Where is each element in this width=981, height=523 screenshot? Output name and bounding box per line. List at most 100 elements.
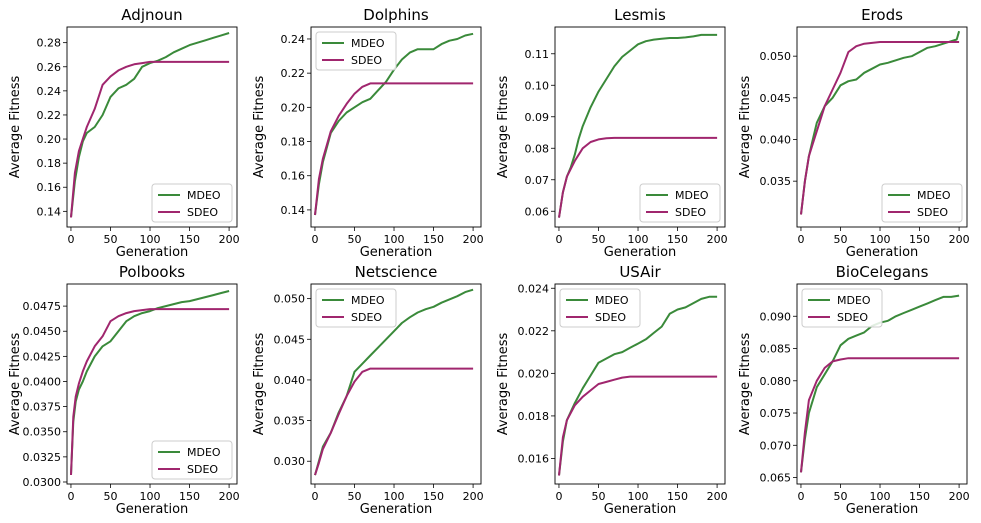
y-tick-label: 0.070 [760,439,792,452]
legend-label-sdeo: SDEO [595,311,626,324]
legend: MDEO SDEO [639,183,721,223]
series-line-sdeo [314,82,474,216]
chart-title: Lesmis [614,6,666,24]
x-tick-label: 100 [870,490,891,503]
y-tick-label: 0.050 [274,293,306,306]
x-tick-label: 50 [103,233,117,246]
x-axis-label: Generation [604,245,677,260]
y-tick-label: 0.16 [281,170,306,183]
chart-title: Dolphins [363,6,429,24]
x-tick-label: 100 [384,490,405,503]
chart-title: Polbooks [119,263,185,281]
x-tick-label: 150 [667,233,688,246]
y-tick-label: 0.022 [518,325,550,338]
legend: MDEO SDEO [559,288,641,328]
series-line-mdeo [800,30,961,215]
x-tick-label: 200 [463,490,484,503]
chart-title: BioCelegans [836,263,929,281]
series-line-sdeo [558,375,718,476]
legend-label-mdeo: MDEO [837,294,871,307]
x-tick-label: 0 [555,233,562,246]
x-tick-label: 100 [628,233,649,246]
y-tick-label: 0.075 [760,407,792,420]
series-line-mdeo [314,32,474,216]
x-axis-label: Generation [360,502,433,517]
x-tick-label: 0 [311,490,318,503]
series-line-mdeo [558,295,718,476]
y-tick-label: 0.030 [274,455,306,468]
y-tick-label: 0.0475 [23,300,62,313]
subplot-lesmis: 0 50 100 150 200 0.06 0.07 0.08 0.09 0.10 0.11 Lesm… [496,6,728,260]
y-tick-label: 0.035 [274,415,306,428]
chart-title: Erods [861,6,903,24]
subplot-polbooks: 0 50 100 150 200 0.0300 0.0325 0.0350 0.0375 0.04… [8,263,240,517]
y-axis-label: Average Fitness [252,76,267,179]
y-axis-label: Average Fitness [738,76,753,179]
y-tick-label: 0.024 [518,282,550,295]
legend-label-mdeo: MDEO [351,294,385,307]
x-axis-label: Generation [846,245,919,260]
series-line-mdeo [558,33,718,218]
x-axis-label: Generation [116,502,189,517]
legend: MDEO SDEO [315,288,397,328]
y-tick-label: 0.09 [525,111,550,124]
y-tick-label: 0.080 [760,375,792,388]
axes-frame [796,283,968,485]
y-tick-label: 0.0325 [23,451,62,464]
y-tick-label: 0.24 [37,85,62,98]
subplot-biocelegans: 0 50 100 150 200 0.065 0.070 0.075 0.080 0.085 0.0… [738,263,970,517]
legend-label-sdeo: SDEO [187,463,218,476]
chart-title: Netscience [355,263,438,281]
x-tick-label: 0 [67,490,74,503]
y-tick-label: 0.0300 [23,476,62,489]
x-tick-label: 200 [219,490,240,503]
y-tick-label: 0.020 [518,367,550,380]
y-tick-label: 0.18 [281,136,306,149]
legend-label-sdeo: SDEO [917,206,948,219]
x-tick-label: 50 [347,490,361,503]
y-tick-label: 0.0400 [23,375,62,388]
x-tick-label: 200 [463,233,484,246]
axes-frame [310,283,482,485]
y-tick-label: 0.07 [525,174,550,187]
x-tick-label: 50 [833,233,847,246]
x-tick-label: 150 [909,233,930,246]
y-tick-label: 0.040 [760,134,792,147]
axes-frame [554,283,726,485]
x-tick-label: 100 [628,490,649,503]
legend-label-sdeo: SDEO [351,54,382,67]
legend: MDEO SDEO [801,288,883,328]
y-tick-label: 0.06 [525,205,550,218]
y-tick-label: 0.10 [525,79,550,92]
x-tick-label: 50 [103,490,117,503]
x-tick-label: 0 [797,233,804,246]
x-axis-label: Generation [360,245,433,260]
x-tick-label: 0 [797,490,804,503]
legend-label-sdeo: SDEO [351,311,382,324]
legend: MDEO SDEO [151,440,233,480]
y-tick-label: 0.08 [525,142,550,155]
x-tick-label: 0 [311,233,318,246]
x-tick-label: 150 [909,490,930,503]
y-tick-label: 0.0375 [23,401,62,414]
axes-frame [554,26,726,228]
y-axis-label: Average Fitness [8,333,23,436]
legend-label-sdeo: SDEO [837,311,868,324]
series-line-sdeo [558,136,718,218]
series-line-mdeo [70,290,230,476]
x-tick-label: 150 [423,490,444,503]
y-tick-label: 0.11 [525,48,550,61]
series-line-sdeo [70,308,230,476]
chart-title: USAir [619,263,661,281]
y-tick-label: 0.16 [37,181,62,194]
x-tick-label: 200 [219,233,240,246]
y-tick-label: 0.090 [760,310,792,323]
subplot-adjnoun: 0 50 100 150 200 0.14 0.16 0.18 0.20 0.22 0.24 0.26… [8,6,240,260]
y-axis-label: Average Fitness [496,333,511,436]
legend-label-mdeo: MDEO [187,446,221,459]
x-tick-label: 150 [179,490,200,503]
axes-frame [796,26,968,228]
axes-frame [310,26,482,228]
x-tick-label: 150 [423,233,444,246]
